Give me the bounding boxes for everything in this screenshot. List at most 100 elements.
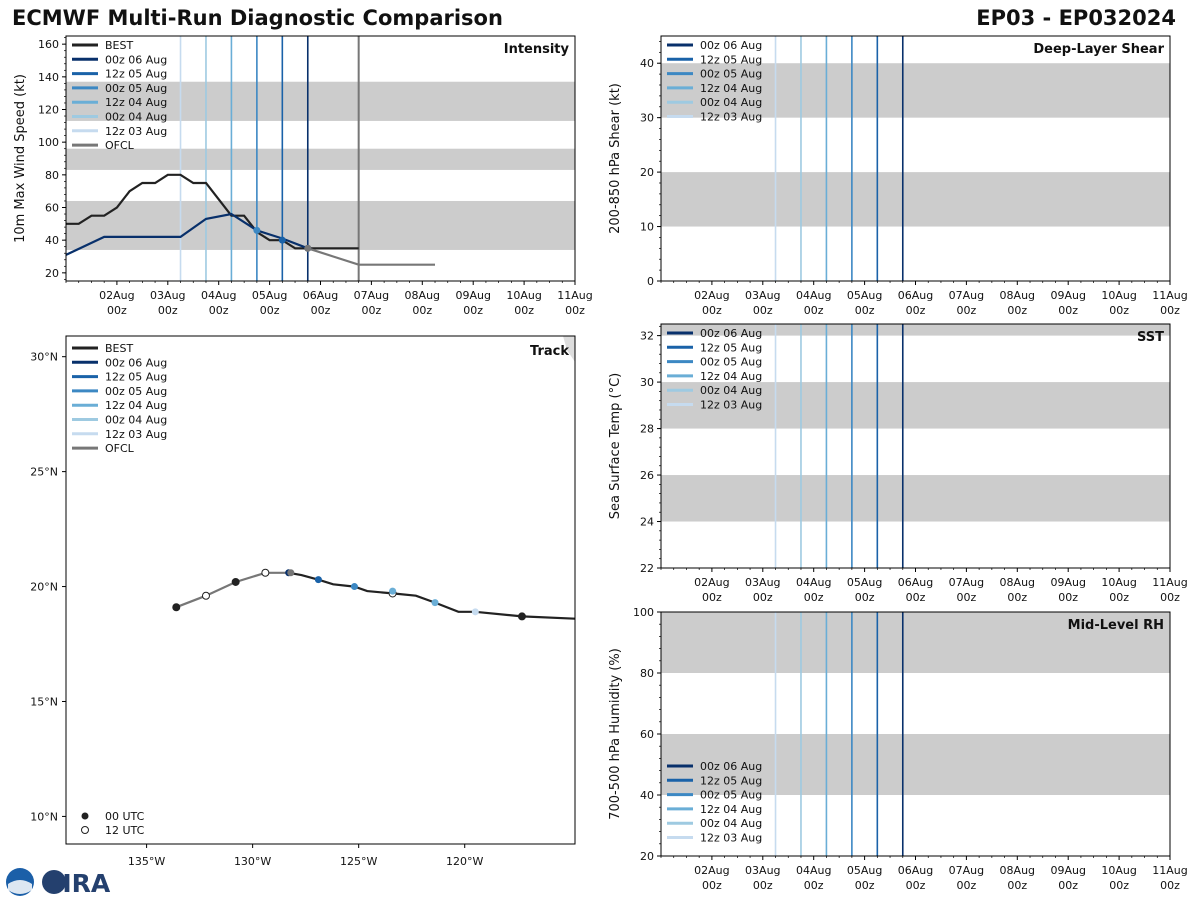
shear-xtick-hour-label: 00z xyxy=(1058,304,1078,317)
rh-band-0 xyxy=(661,734,1170,795)
rh-xtick-day-label: 11Aug xyxy=(1152,864,1187,877)
track-marker-5 xyxy=(350,583,358,591)
shear-xtick-day-label: 07Aug xyxy=(949,289,984,302)
track-legend-00utc-label: 00 UTC xyxy=(105,810,145,823)
shear-xtick-hour-label: 00z xyxy=(957,304,977,317)
intensity-ytick-label: 100 xyxy=(38,136,59,149)
rh-xtick-day-label: 03Aug xyxy=(745,864,780,877)
figure-title: ECMWF Multi-Run Diagnostic Comparison xyxy=(12,6,503,30)
track-frame xyxy=(65,335,576,845)
shear-xtick-day-label: 05Aug xyxy=(847,289,882,302)
intensity-xtick-hour-label: 00z xyxy=(107,304,127,317)
sst-xtick-day-label: 11Aug xyxy=(1152,576,1187,589)
track-legend-label: 00z 04 Aug xyxy=(105,414,167,427)
intensity-legend-label: 12z 03 Aug xyxy=(105,125,167,138)
sst-legend-label: 00z 04 Aug xyxy=(700,384,762,397)
track-land-shape xyxy=(563,336,575,362)
shear-band-1 xyxy=(661,63,1170,118)
shear-xtick-day-label: 09Aug xyxy=(1050,289,1085,302)
intensity-legend-label: 12z 05 Aug xyxy=(105,68,167,81)
track-marker-0 xyxy=(517,612,526,621)
sst-ytick-label: 24 xyxy=(640,516,654,529)
rh-panel-title: Mid-Level RH xyxy=(1068,618,1164,633)
rh-xtick-hour-label: 00z xyxy=(906,879,926,892)
rh-xtick-hour-label: 00z xyxy=(753,879,773,892)
shear-xtick-day-label: 10Aug xyxy=(1101,289,1136,302)
intensity-xtick-day-label: 04Aug xyxy=(201,289,236,302)
intensity-xtick-hour-label: 00z xyxy=(565,304,585,317)
intensity-ytick-label: 60 xyxy=(45,202,59,215)
intensity-xtick-hour-label: 00z xyxy=(311,304,331,317)
track-marker-12 xyxy=(172,603,181,612)
shear-panel-title: Deep-Layer Shear xyxy=(1033,42,1164,57)
sst-xtick-hour-label: 00z xyxy=(753,591,773,604)
track-ytick-label: 25°N xyxy=(30,466,58,479)
sst-ytick-label: 30 xyxy=(640,376,654,389)
track-legend-label: OFCL xyxy=(105,442,135,455)
sst-xtick-day-label: 02Aug xyxy=(694,576,729,589)
intensity-plot-area xyxy=(66,36,575,281)
shear-plot-area xyxy=(661,36,1170,281)
intensity-legend-label: 00z 05 Aug xyxy=(105,82,167,95)
shear-ytick-label: 0 xyxy=(647,275,654,288)
track-xtick-label: 130°W xyxy=(234,855,271,868)
track-xtick-label: 125°W xyxy=(340,855,377,868)
shear-legend-label: 00z 05 Aug xyxy=(700,68,762,81)
track-legend-label: 00z 06 Aug xyxy=(105,356,167,369)
track-marker-1 xyxy=(471,608,479,616)
sst-xtick-hour-label: 00z xyxy=(1160,591,1180,604)
intensity-xtick-day-label: 10Aug xyxy=(506,289,541,302)
rh-xtick-day-label: 07Aug xyxy=(949,864,984,877)
rh-xtick-day-label: 04Aug xyxy=(796,864,831,877)
shear-xtick-hour-label: 00z xyxy=(906,304,926,317)
intensity-xtick-day-label: 02Aug xyxy=(99,289,134,302)
sst-xtick-day-label: 08Aug xyxy=(1000,576,1035,589)
track-legend-12utc-marker xyxy=(81,826,89,834)
intensity-series-00z-06-aug xyxy=(66,212,309,257)
rh-xtick-hour-label: 00z xyxy=(702,879,722,892)
sst-ylabel: Sea Surface Temp (°C) xyxy=(608,373,623,520)
rh-legend-label: 00z 06 Aug xyxy=(700,760,762,773)
intensity-run-point-1 xyxy=(278,236,286,244)
shear-legend-label: 12z 04 Aug xyxy=(700,82,762,95)
rh-xtick-day-label: 10Aug xyxy=(1101,864,1136,877)
track-marker-9 xyxy=(261,568,270,577)
track-legend-label: 00z 05 Aug xyxy=(105,385,167,398)
rh-ytick-label: 100 xyxy=(633,606,654,619)
intensity-xtick-hour-label: 00z xyxy=(412,304,432,317)
intensity-band-2 xyxy=(66,81,575,121)
intensity-ytick-label: 20 xyxy=(45,267,59,280)
track-ytick-label: 10°N xyxy=(30,810,58,823)
sst-ytick-label: 28 xyxy=(640,423,654,436)
sst-xtick-day-label: 09Aug xyxy=(1050,576,1085,589)
intensity-ytick-label: 80 xyxy=(45,169,59,182)
intensity-xtick-hour-label: 00z xyxy=(514,304,534,317)
storm-id-title: EP03 - EP032024 xyxy=(976,6,1176,30)
sst-xtick-hour-label: 00z xyxy=(957,591,977,604)
shear-xtick-day-label: 02Aug xyxy=(694,289,729,302)
rh-legend-label: 00z 04 Aug xyxy=(700,817,762,830)
sst-band-1 xyxy=(661,382,1170,429)
shear-xtick-day-label: 06Aug xyxy=(898,289,933,302)
shear-ytick-label: 20 xyxy=(640,166,654,179)
intensity-band-0 xyxy=(66,200,575,250)
intensity-xtick-day-label: 07Aug xyxy=(354,289,389,302)
intensity-run-point-3 xyxy=(304,244,312,252)
sst-legend-label: 12z 03 Aug xyxy=(700,399,762,412)
track-panel-title: Track xyxy=(530,344,569,359)
shear-legend-label: 00z 04 Aug xyxy=(700,96,762,109)
rh-legend-label: 12z 03 Aug xyxy=(700,832,762,845)
track-best-line xyxy=(288,571,575,620)
track-legend-label: 12z 03 Aug xyxy=(105,428,167,441)
rh-xtick-day-label: 06Aug xyxy=(898,864,933,877)
sst-plot-area xyxy=(661,324,1170,568)
intensity-xtick-day-label: 11Aug xyxy=(557,289,592,302)
track-marker-4 xyxy=(389,587,397,595)
intensity-panel-title: Intensity xyxy=(504,42,570,57)
intensity-legend-label: BEST xyxy=(105,39,133,52)
sst-legend-label: 00z 05 Aug xyxy=(700,356,762,369)
rh-ytick-label: 60 xyxy=(640,728,654,741)
rh-legend-label: 00z 05 Aug xyxy=(700,789,762,802)
track-ytick-label: 30°N xyxy=(30,351,58,364)
